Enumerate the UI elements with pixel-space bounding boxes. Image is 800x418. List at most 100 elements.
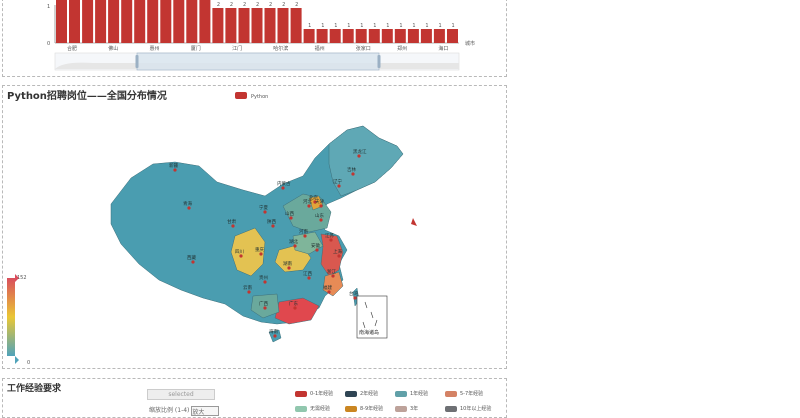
province-marker[interactable] <box>327 290 331 294</box>
bar[interactable] <box>277 8 289 43</box>
province-marker[interactable] <box>329 238 333 242</box>
exp-title: 工作经验要求 <box>7 384 62 394</box>
legend-python-swatch[interactable] <box>235 92 247 99</box>
bar[interactable] <box>199 0 211 43</box>
province-marker[interactable] <box>313 200 317 204</box>
province-marker[interactable] <box>239 254 243 258</box>
province-marker[interactable] <box>187 206 191 210</box>
bar[interactable] <box>407 29 419 43</box>
legend-swatch <box>395 405 407 412</box>
legend-item[interactable]: 3年 <box>395 405 418 412</box>
province-marker[interactable] <box>331 274 335 278</box>
bar[interactable] <box>160 0 172 43</box>
province-marker[interactable] <box>351 172 355 176</box>
legend-item[interactable]: 无需经验 <box>295 405 330 412</box>
province-label: 安徽 <box>311 242 320 249</box>
province-marker[interactable] <box>357 154 361 158</box>
province-marker[interactable] <box>271 224 275 228</box>
datazoom-handle-left[interactable] <box>135 55 139 68</box>
province-marker[interactable] <box>263 210 267 214</box>
bar[interactable] <box>381 29 393 43</box>
province-marker[interactable] <box>263 306 267 310</box>
region-sichuan[interactable] <box>230 227 266 277</box>
bar-value-label: 1 <box>399 23 402 29</box>
province-marker[interactable] <box>319 204 323 208</box>
province-marker[interactable] <box>263 280 267 284</box>
province-marker[interactable] <box>247 290 251 294</box>
region-zhejiang[interactable] <box>322 271 344 297</box>
bar[interactable] <box>316 29 328 43</box>
region-guangxi[interactable] <box>250 293 280 319</box>
province-marker[interactable] <box>353 296 357 300</box>
province-marker[interactable] <box>337 254 341 258</box>
bar[interactable] <box>433 29 445 43</box>
datazoom-handle-right[interactable] <box>377 55 381 68</box>
bar[interactable] <box>108 0 120 43</box>
visual-map-bar[interactable] <box>7 278 15 356</box>
legend-python-label[interactable]: Python <box>251 94 268 100</box>
bar-value-label: 1 <box>373 23 376 29</box>
bar[interactable] <box>342 29 354 43</box>
legend-item[interactable]: 10年以上经验 <box>445 405 491 412</box>
bar[interactable] <box>95 0 107 43</box>
selected-button[interactable]: selected <box>147 389 215 400</box>
bar[interactable] <box>212 8 224 43</box>
province-marker[interactable] <box>259 252 263 256</box>
bar[interactable] <box>329 29 341 43</box>
province-marker[interactable] <box>337 184 341 188</box>
province-marker[interactable] <box>231 224 235 228</box>
province-marker[interactable] <box>273 334 277 338</box>
bar[interactable] <box>173 0 185 43</box>
bar[interactable] <box>121 0 133 43</box>
province-marker[interactable] <box>319 218 323 222</box>
visual-map-handle-bottom[interactable] <box>15 356 19 364</box>
legend-item[interactable]: 5-7年经验 <box>445 390 483 397</box>
province-marker[interactable] <box>293 306 297 310</box>
bar[interactable] <box>251 8 263 43</box>
province-marker[interactable] <box>315 248 319 252</box>
bar[interactable] <box>134 0 146 43</box>
bar[interactable] <box>147 0 159 43</box>
legend-label: 无需经验 <box>310 406 331 412</box>
bar[interactable] <box>264 8 276 43</box>
province-marker[interactable] <box>293 244 297 248</box>
bar[interactable] <box>69 0 80 43</box>
bar[interactable] <box>56 0 67 43</box>
visual-map-min: 0 <box>27 360 30 366</box>
province-marker[interactable] <box>173 168 177 172</box>
region-guangdong[interactable] <box>274 297 320 325</box>
region-shanghai-jiangsu[interactable] <box>320 233 344 277</box>
bar[interactable] <box>303 29 315 43</box>
province-marker[interactable] <box>287 266 291 270</box>
legend-item[interactable]: 1年经验 <box>395 390 428 397</box>
datazoom-window[interactable] <box>136 52 380 71</box>
legend-item[interactable]: 8-9年经验 <box>345 405 383 412</box>
legend-item[interactable]: 2年经验 <box>345 390 378 397</box>
bar[interactable] <box>420 29 432 43</box>
province-marker[interactable] <box>191 260 195 264</box>
bar[interactable] <box>394 29 406 43</box>
legend-item[interactable]: 0-1年经验 <box>295 390 333 397</box>
bar[interactable] <box>82 0 94 43</box>
province-label: 重庆 <box>255 246 264 253</box>
bar[interactable] <box>238 8 250 43</box>
province-label: 青海 <box>183 200 192 207</box>
visual-map-handle-top[interactable] <box>15 274 19 282</box>
province-marker[interactable] <box>307 204 311 208</box>
bar[interactable] <box>186 0 198 43</box>
region-northeast[interactable] <box>328 125 404 197</box>
bar[interactable] <box>355 29 367 43</box>
province-marker[interactable] <box>281 186 285 190</box>
south-sea-inset <box>356 295 388 339</box>
province-label: 云南 <box>243 284 252 291</box>
bar[interactable] <box>368 29 380 43</box>
province-marker[interactable] <box>303 234 307 238</box>
province-label: 黑龙江 <box>353 148 367 155</box>
bar[interactable] <box>225 8 237 43</box>
bar[interactable] <box>447 29 458 43</box>
province-marker[interactable] <box>289 216 293 220</box>
zoom-input[interactable]: 放大 <box>191 405 220 416</box>
bar[interactable] <box>290 8 302 43</box>
province-label: 辽宁 <box>333 178 342 185</box>
province-marker[interactable] <box>307 276 311 280</box>
